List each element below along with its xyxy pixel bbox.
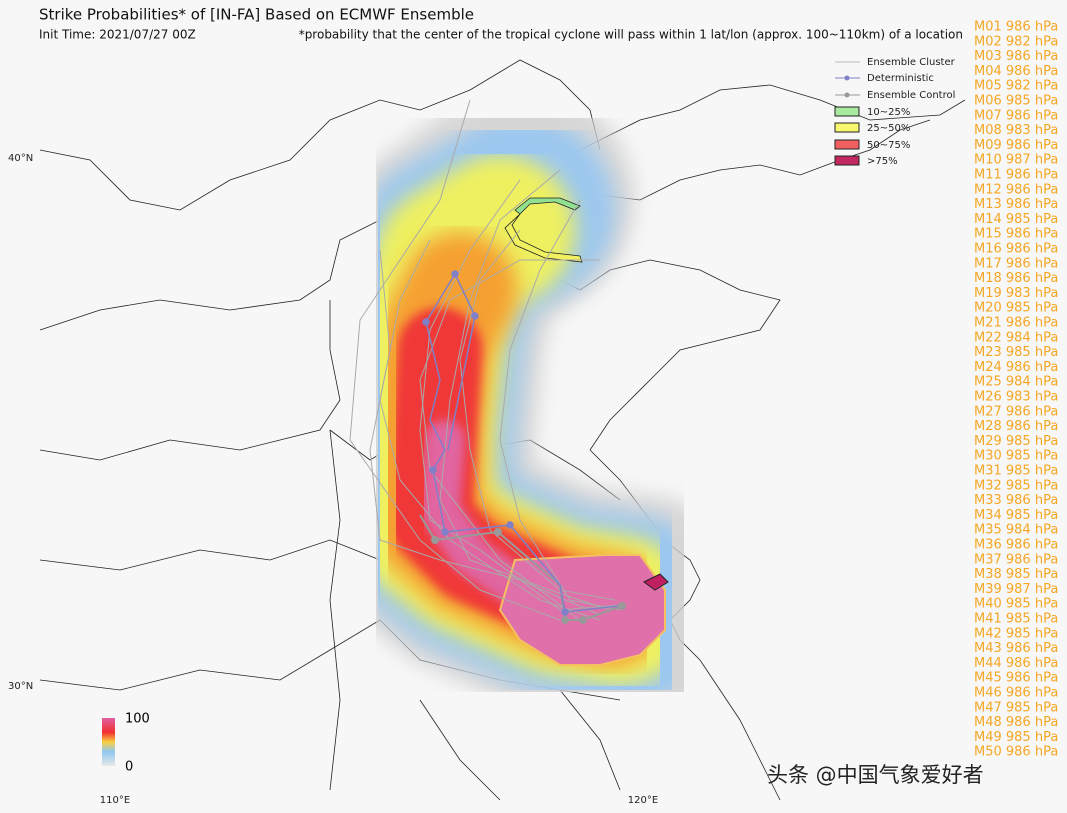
lat-label: 30°N [8, 681, 33, 692]
legend-label: 10~25% [867, 107, 910, 118]
member-pressure: M04 986 hPa [974, 64, 1058, 79]
member-pressure: M03 986 hPa [974, 49, 1058, 64]
member-pressure: M16 986 hPa [974, 242, 1058, 257]
lat-label: 40°N [8, 153, 33, 164]
member-pressure: M42 985 hPa [974, 626, 1058, 641]
lon-label: 120°E [628, 795, 658, 806]
deterministic-track [422, 270, 619, 616]
member-pressure: M38 985 hPa [974, 567, 1058, 582]
member-pressure: M26 983 hPa [974, 390, 1058, 405]
lon-label: 110°E [100, 795, 130, 806]
member-pressure: M09 986 hPa [974, 138, 1058, 153]
colorbar-max: 100 [125, 712, 150, 727]
legend: Ensemble Cluster Deterministic Ensemble … [834, 57, 956, 167]
member-pressure: M08 983 hPa [974, 123, 1058, 138]
legend-label: Ensemble Cluster [867, 57, 956, 68]
member-pressure: M12 986 hPa [974, 182, 1058, 197]
member-pressure: M28 986 hPa [974, 419, 1058, 434]
member-pressure: M39 987 hPa [974, 582, 1058, 597]
member-pressure: M19 983 hPa [974, 286, 1058, 301]
member-pressure: M20 985 hPa [974, 301, 1058, 316]
member-pressure: M22 984 hPa [974, 330, 1058, 345]
colorbar [102, 718, 115, 766]
member-pressure: M07 986 hPa [974, 108, 1058, 123]
title: Strike Probabilities* of [IN-FA] Based o… [39, 6, 474, 24]
member-pressure: M36 986 hPa [974, 538, 1058, 553]
member-pressure: M01 986 hPa [974, 20, 1058, 35]
member-pressure: M41 985 hPa [974, 612, 1058, 627]
member-pressure: M27 986 hPa [974, 404, 1058, 419]
member-pressure: M06 985 hPa [974, 94, 1058, 109]
legend-label: 50~75% [867, 140, 910, 151]
legend-label: Ensemble Control [867, 90, 955, 101]
member-pressure: M33 986 hPa [974, 493, 1058, 508]
member-pressure: M14 985 hPa [974, 212, 1058, 227]
probability-swath [305, 85, 755, 725]
member-pressure: M30 985 hPa [974, 449, 1058, 464]
member-pressure: M02 982 hPa [974, 34, 1058, 49]
legend-label: 25~50% [867, 123, 910, 134]
member-pressure: M49 985 hPa [974, 730, 1058, 745]
legend-label: Deterministic [867, 73, 934, 84]
member-pressure: M24 986 hPa [974, 360, 1058, 375]
member-pressure: M05 982 hPa [974, 79, 1058, 94]
watermark: 头条 @中国气象爱好者 [767, 763, 984, 787]
member-pressure: M23 985 hPa [974, 345, 1058, 360]
member-pressure: M18 986 hPa [974, 271, 1058, 286]
member-pressure: M43 986 hPa [974, 641, 1058, 656]
colorbar-min: 0 [125, 760, 133, 775]
member-pressure: M35 984 hPa [974, 523, 1058, 538]
member-pressure: M15 986 hPa [974, 227, 1058, 242]
member-pressure: M44 986 hPa [974, 656, 1058, 671]
member-pressure: M45 986 hPa [974, 671, 1058, 686]
legend-label: >75% [867, 156, 898, 167]
member-pressure: M11 986 hPa [974, 168, 1058, 183]
member-pressure: M50 986 hPa [974, 745, 1058, 760]
member-pressure: M48 986 hPa [974, 715, 1058, 730]
member-pressure: M31 985 hPa [974, 464, 1058, 479]
member-pressure: M40 985 hPa [974, 597, 1058, 612]
member-pressure: M13 986 hPa [974, 197, 1058, 212]
member-pressure: M37 986 hPa [974, 552, 1058, 567]
member-pressure: M47 985 hPa [974, 700, 1058, 715]
init-time: Init Time: 2021/07/27 00Z [39, 28, 196, 42]
member-pressure: M46 986 hPa [974, 686, 1058, 701]
member-pressure: M32 985 hPa [974, 478, 1058, 493]
member-pressure: M10 987 hPa [974, 153, 1058, 168]
member-pressure: M17 986 hPa [974, 256, 1058, 271]
member-pressure: M34 985 hPa [974, 508, 1058, 523]
footnote: *probability that the center of the trop… [299, 28, 963, 42]
member-pressure: M29 985 hPa [974, 434, 1058, 449]
member-pressure: M25 984 hPa [974, 375, 1058, 390]
member-pressure: M21 986 hPa [974, 316, 1058, 331]
